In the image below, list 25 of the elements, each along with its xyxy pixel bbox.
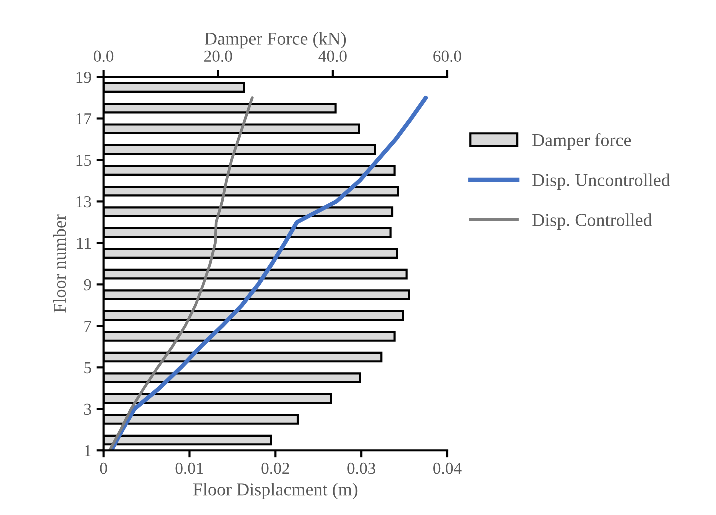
x-tick-label: 0.03	[348, 462, 376, 474]
y-tick-label: 17	[76, 114, 92, 125]
x2-tick-label: 0.0	[94, 50, 114, 62]
x2-tick-label: 20.0	[204, 50, 232, 62]
y-tick-label: 13	[76, 196, 92, 208]
legend-label: Disp. Controlled	[532, 214, 652, 230]
y-tick-label: 3	[84, 404, 92, 416]
y-tick-label: 5	[84, 362, 92, 374]
x-tick-label: 0.04	[434, 462, 462, 474]
y-tick-label: 11	[77, 238, 92, 249]
x2-tick-label: 60.0	[434, 50, 462, 62]
x2-tick-label: 40.0	[318, 50, 347, 62]
legend-label: Disp. Uncontrolled	[532, 174, 670, 190]
x-tick-label: 0.01	[176, 462, 204, 474]
x-tick-label: 0	[100, 462, 108, 474]
y-tick-label: 15	[76, 155, 92, 166]
y-tick-label: 7	[84, 321, 92, 332]
x-axis-title: Floor Displacment (m)	[193, 483, 358, 500]
y-axis-title: Floor number	[53, 214, 66, 313]
x-tick-label: 0.02	[262, 462, 290, 474]
legend-label: Damper force	[532, 134, 632, 150]
y-tick-label: 19	[76, 72, 92, 84]
x2-axis-title: Damper Force (kN)	[204, 32, 346, 49]
y-tick-label: 1	[85, 445, 92, 456]
y-tick-label: 9	[84, 279, 92, 291]
